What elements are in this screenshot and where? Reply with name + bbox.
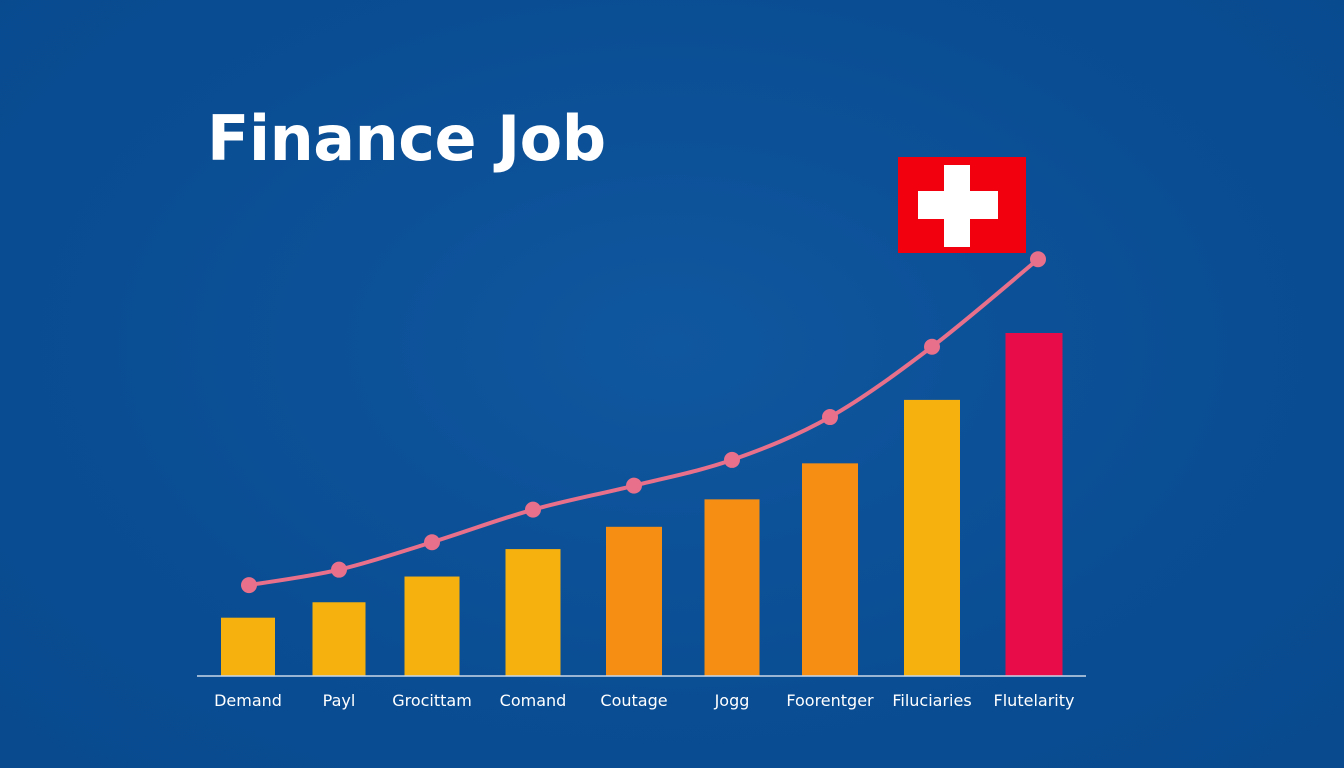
bar-grocittam [404,576,460,676]
bar-flutelarity [1005,333,1063,676]
bars-group [221,333,1063,676]
x-tick-labels: Demand Payl Grocittam Comand Coutage Jogg Foor… [214,691,1074,710]
trend-point-comand [525,501,541,518]
bar-coutage [606,526,662,676]
swiss-flag-icon [898,157,1026,253]
x-tick-label: Coutage [600,691,667,710]
bar-comand [505,549,561,676]
flag-cross-horizontal [918,191,998,219]
x-tick-label: Comand [500,691,567,710]
trend-point-demand [241,577,257,594]
trend-point-flutelarity [1030,251,1046,268]
trend-point-foorentger [822,409,838,426]
x-tick-label: Demand [214,691,282,710]
x-tick-label: Jogg [714,691,750,710]
bar-foorentger [802,463,858,676]
trend-line [247,257,1040,588]
x-tick-label: Filuciaries [892,691,971,710]
trend-point-jogg [724,451,740,468]
chart-title: Finance Job [207,102,606,175]
x-tick-label: Grocittam [392,691,472,710]
bar-filuciaries [904,399,960,676]
bar-demand [221,617,275,676]
trend-point-grocittam [424,534,440,551]
trend-point-payl [331,561,347,578]
bar-payl [312,602,366,676]
x-tick-label: Foorentger [786,691,874,710]
trend-line-group [241,251,1046,594]
bar-jogg [704,499,760,676]
trend-point-filuciaries [924,338,940,355]
x-tick-label: Payl [323,691,356,710]
trend-point-coutage [626,477,642,494]
x-tick-label: Flutelarity [994,691,1075,710]
